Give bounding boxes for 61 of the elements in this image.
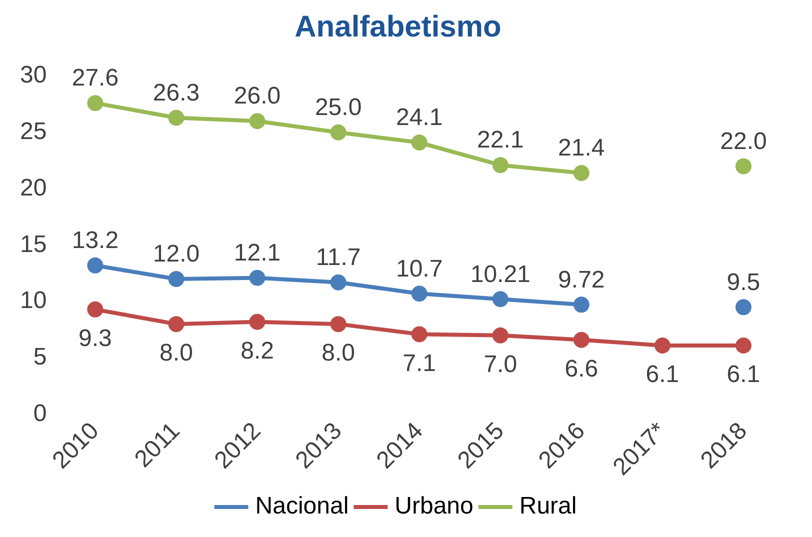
data-label: 6.6 [564,355,598,382]
point [249,270,266,286]
point [168,270,184,287]
y-tick-label: 25 [20,118,47,146]
point [249,113,266,130]
point [330,124,346,140]
data-label: 8.0 [322,340,355,367]
point [87,301,104,318]
data-label: 21.4 [558,134,605,162]
point [573,164,590,181]
point [654,337,670,354]
point [168,110,184,126]
data-label: 12.1 [234,239,281,266]
legend-label: Nacional [255,492,349,520]
data-label: 24.1 [396,104,443,132]
y-tick-label: 15 [20,230,47,258]
point [87,257,104,274]
y-tick-label: 30 [20,62,47,89]
y-tick-label: 20 [20,174,47,202]
point [249,314,266,330]
point [573,332,590,348]
data-label: 26.0 [234,82,281,110]
data-label: 6.1 [726,361,760,388]
data-label: 7.0 [484,350,518,378]
data-label: 12.0 [152,240,200,268]
legend-label: Rural [519,492,577,520]
point [735,299,752,316]
data-label: 26.3 [152,79,200,106]
data-label: 7.1 [402,350,436,377]
data-label: 6.1 [646,361,680,388]
point [87,95,104,112]
data-label: 9.5 [726,268,760,296]
data-label: 13.2 [72,227,119,254]
point [492,327,508,344]
y-tick-label: 10 [20,287,47,314]
point [411,286,428,302]
point [492,157,508,174]
point [411,326,428,342]
data-label: 22.1 [477,126,524,154]
point [573,296,590,313]
data-label: 9.72 [558,266,605,294]
point [411,134,428,151]
y-tick-label: 0 [33,400,47,427]
data-label: 10.7 [396,255,443,282]
data-label: 27.6 [72,64,119,92]
point [330,274,346,290]
point [330,316,346,332]
data-label: 22.0 [720,128,767,155]
data-label: 9.3 [78,325,112,352]
point [735,337,752,354]
data-label: 11.7 [316,244,361,271]
point [168,316,184,332]
data-label: 25.0 [314,94,362,122]
point [735,158,752,174]
data-label: 8.0 [160,340,193,367]
data-label: 10.21 [470,260,530,288]
y-tick-label: 5 [33,344,47,371]
legend-label: Urbano [394,492,474,520]
data-label: 8.2 [240,337,274,364]
chart-title: Analfabetismo [294,10,502,44]
point [492,291,508,308]
